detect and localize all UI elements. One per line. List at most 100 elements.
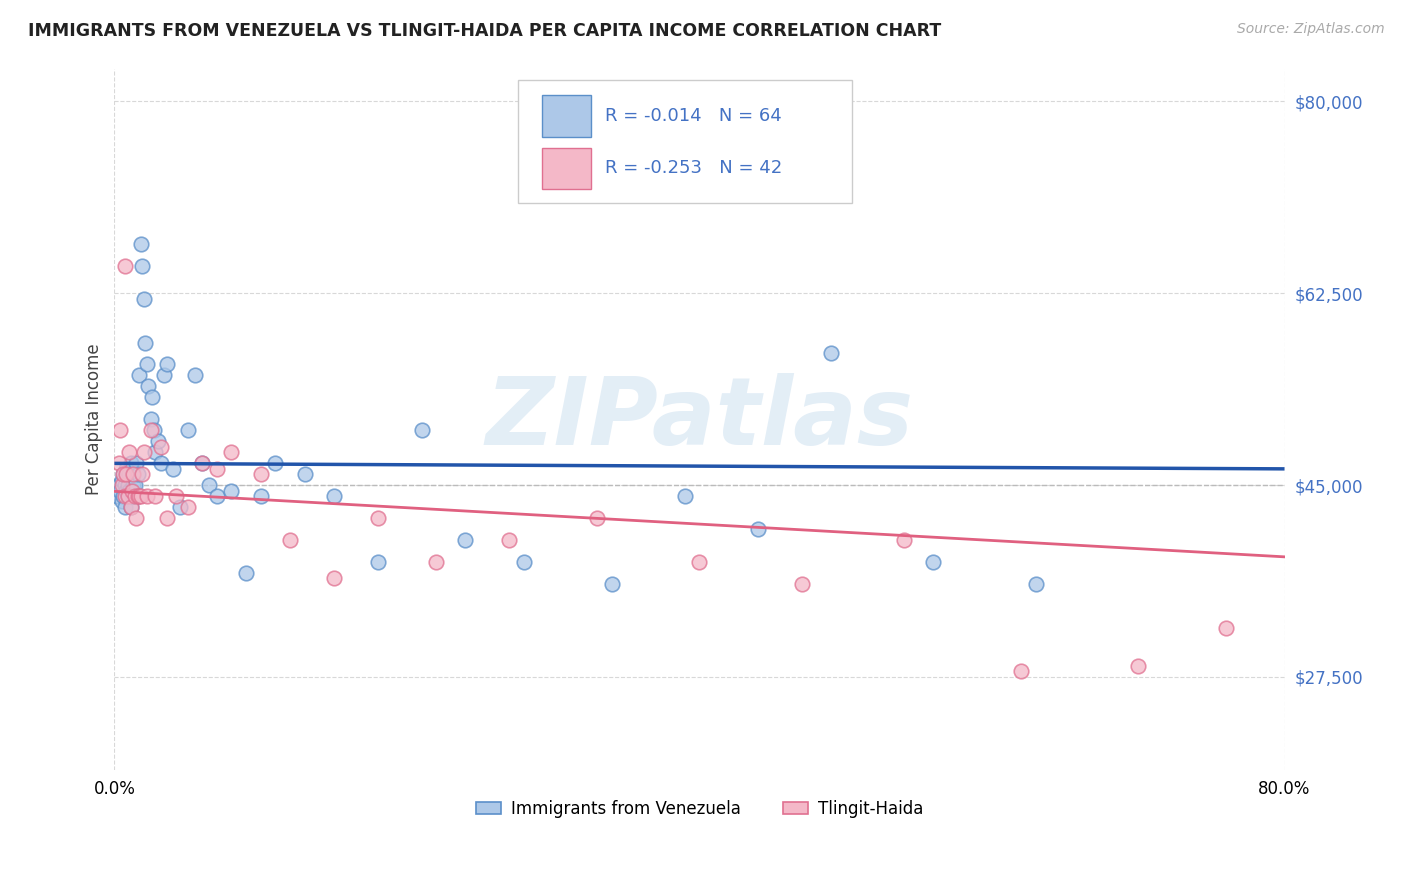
Point	[132, 292, 155, 306]
Point	[162, 461, 184, 475]
Point	[117, 478, 139, 492]
Point	[145, 445, 167, 459]
Point	[118, 483, 141, 498]
Point	[165, 489, 187, 503]
Text: R = -0.253   N = 42: R = -0.253 N = 42	[605, 159, 782, 178]
Point	[107, 478, 129, 492]
Point	[221, 445, 243, 459]
Point	[513, 555, 536, 569]
Point	[115, 461, 138, 475]
Point	[120, 500, 142, 514]
Point	[586, 511, 609, 525]
Text: ZIPatlas: ZIPatlas	[485, 373, 914, 466]
Point	[129, 236, 152, 251]
Point	[115, 483, 138, 498]
Point	[205, 461, 228, 475]
Point	[115, 467, 138, 481]
Point	[790, 576, 813, 591]
Text: R = -0.014   N = 64: R = -0.014 N = 64	[605, 107, 782, 125]
Point	[1128, 658, 1150, 673]
Point	[112, 489, 135, 503]
Point	[136, 379, 159, 393]
Point	[135, 358, 157, 372]
Point	[191, 456, 214, 470]
Point	[132, 445, 155, 459]
Point	[122, 489, 145, 503]
Point	[294, 467, 316, 481]
Point	[139, 423, 162, 437]
Point	[600, 576, 623, 591]
Point	[411, 423, 433, 437]
Point	[367, 555, 389, 569]
Point	[278, 533, 301, 547]
Point	[125, 511, 148, 525]
Point	[135, 489, 157, 503]
Point	[110, 483, 132, 498]
Point	[105, 489, 128, 503]
Point	[922, 555, 945, 569]
Point	[191, 456, 214, 470]
Point	[150, 456, 173, 470]
Point	[153, 368, 176, 383]
Text: IMMIGRANTS FROM VENEZUELA VS TLINGIT-HAIDA PER CAPITA INCOME CORRELATION CHART: IMMIGRANTS FROM VENEZUELA VS TLINGIT-HAI…	[28, 22, 942, 40]
FancyBboxPatch shape	[541, 147, 591, 189]
Point	[111, 478, 134, 492]
Point	[249, 467, 271, 481]
Point	[120, 456, 142, 470]
Point	[120, 500, 142, 514]
Point	[125, 489, 148, 503]
Point	[893, 533, 915, 547]
Point	[156, 511, 179, 525]
Point	[367, 511, 389, 525]
Point	[129, 489, 152, 503]
Point	[205, 489, 228, 503]
Point	[128, 368, 150, 383]
Point	[747, 522, 769, 536]
Point	[1010, 665, 1032, 679]
Point	[141, 390, 163, 404]
Y-axis label: Per Capita Income: Per Capita Income	[86, 343, 103, 495]
Point	[184, 368, 207, 383]
Point	[117, 489, 139, 503]
Point	[176, 500, 198, 514]
Point	[121, 467, 143, 481]
Point	[134, 335, 156, 350]
Point	[125, 456, 148, 470]
Point	[322, 489, 344, 503]
Point	[249, 489, 271, 503]
Point	[117, 489, 139, 503]
Point	[673, 489, 696, 503]
Point	[112, 467, 135, 481]
Point	[148, 434, 170, 449]
Point	[264, 456, 287, 470]
Point	[121, 489, 143, 503]
Point	[127, 467, 149, 481]
Text: Source: ZipAtlas.com: Source: ZipAtlas.com	[1237, 22, 1385, 37]
Legend: Immigrants from Venezuela, Tlingit-Haida: Immigrants from Venezuela, Tlingit-Haida	[470, 794, 929, 825]
Point	[110, 423, 132, 437]
Point	[221, 483, 243, 498]
Point	[127, 489, 149, 503]
Point	[425, 555, 447, 569]
Point	[127, 489, 149, 503]
Point	[112, 467, 135, 481]
Point	[454, 533, 477, 547]
Point	[820, 346, 842, 360]
Point	[322, 571, 344, 585]
Point	[156, 358, 179, 372]
Point	[139, 412, 162, 426]
Point	[118, 445, 141, 459]
Point	[124, 478, 146, 492]
Point	[1215, 620, 1237, 634]
Point	[114, 489, 136, 503]
Point	[131, 467, 153, 481]
Point	[114, 500, 136, 514]
Point	[114, 478, 136, 492]
Point	[498, 533, 520, 547]
FancyBboxPatch shape	[517, 80, 852, 203]
Point	[107, 456, 129, 470]
Point	[111, 494, 134, 508]
Point	[114, 259, 136, 273]
Point	[142, 423, 165, 437]
Point	[176, 423, 198, 437]
